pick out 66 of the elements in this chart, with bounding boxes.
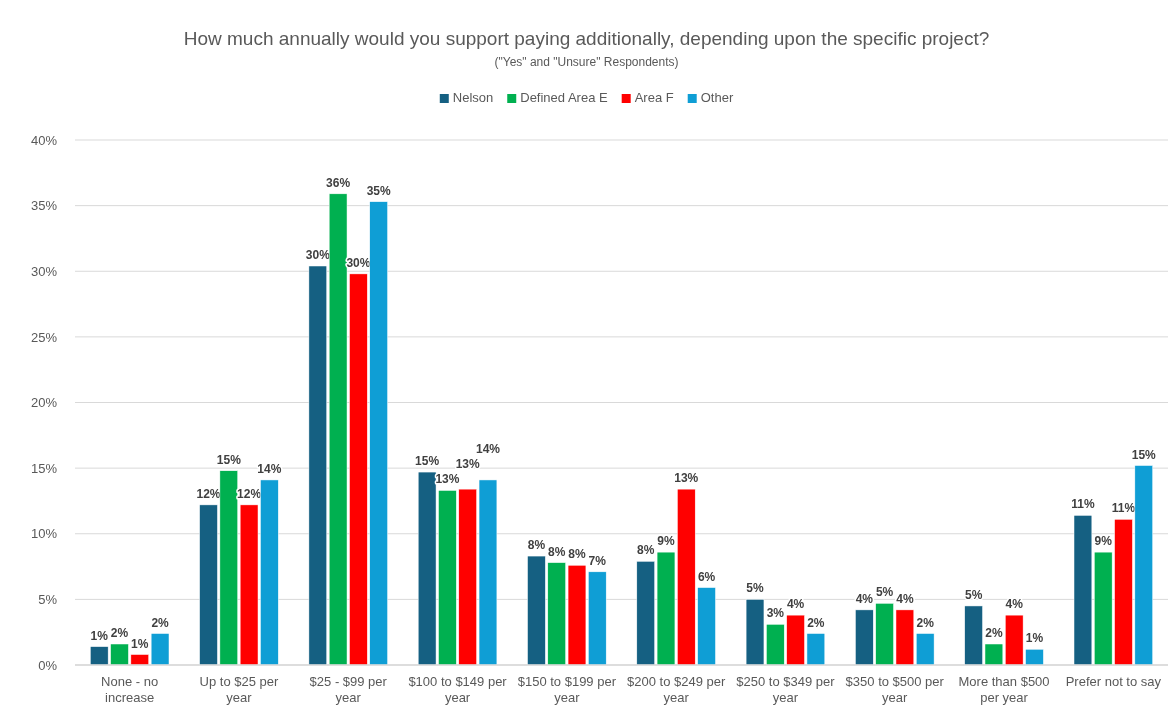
bar <box>308 265 327 666</box>
data-label: 13% <box>435 472 460 487</box>
legend-label: Nelson <box>452 90 494 105</box>
data-label: 12% <box>196 486 221 501</box>
data-label: 8% <box>568 547 586 562</box>
data-label: 9% <box>1094 534 1113 549</box>
data-label: 5% <box>875 585 894 600</box>
data-label: 2% <box>151 615 170 630</box>
data-label: 9% <box>657 534 676 549</box>
data-label: 14% <box>475 442 501 457</box>
data-label: 8% <box>637 543 655 558</box>
data-label: 2% <box>110 626 129 640</box>
data-label: 4% <box>1005 597 1024 612</box>
x-tick-label: $25 - $99 per year <box>309 674 388 705</box>
data-label: 3% <box>766 606 785 621</box>
data-label: 15% <box>1131 447 1157 462</box>
data-label: 35% <box>366 183 392 198</box>
data-label: 15% <box>415 454 440 469</box>
x-tick-label: $250 to $349 per year <box>736 674 836 705</box>
x-tick-label: Prefer not to say <box>1065 674 1162 690</box>
data-label: 2% <box>985 626 1003 640</box>
data-label: 8% <box>548 544 566 559</box>
x-tick-label: More than $500 per year <box>958 674 1050 705</box>
y-tick-label: 25% <box>30 329 58 345</box>
legend-label: Area F <box>634 90 674 105</box>
chart-subtitle: ("Yes" and "Unsure" Respondents) <box>494 55 679 69</box>
data-label: 5% <box>964 587 983 602</box>
data-label: 15% <box>216 452 242 467</box>
data-label: 12% <box>237 486 262 501</box>
y-tick-label: 20% <box>30 395 58 411</box>
data-label: 5% <box>746 581 765 596</box>
y-tick-label: 10% <box>30 526 58 542</box>
x-tick-label: $350 to $500 per year <box>845 674 945 705</box>
data-label: 13% <box>674 471 699 486</box>
y-tick-label: 35% <box>30 198 58 214</box>
bar <box>916 633 935 666</box>
data-label: 4% <box>786 597 805 612</box>
data-label: 36% <box>326 175 351 190</box>
chart-title: How much annually would you support paying additionally, depending upon the specific project? <box>183 28 990 49</box>
data-label: 6% <box>697 569 716 584</box>
x-tick-label: None - no increase <box>101 674 159 705</box>
y-tick-label: 40% <box>30 132 58 148</box>
data-label: 30% <box>346 255 371 270</box>
x-tick-label: $200 to $249 per year <box>626 674 726 705</box>
data-label: 13% <box>455 457 481 472</box>
y-tick-label: 30% <box>30 263 58 279</box>
data-label: 1% <box>1025 631 1044 646</box>
y-tick-label: 0% <box>38 657 58 673</box>
y-tick-label: 5% <box>38 592 58 608</box>
data-label: 1% <box>90 628 109 643</box>
data-label: 4% <box>855 591 874 606</box>
data-label: 2% <box>916 615 935 630</box>
data-label: 8% <box>527 538 546 553</box>
data-label: 11% <box>1111 501 1136 516</box>
data-label: 11% <box>1071 497 1095 512</box>
x-tick-label: Up to $25 per year <box>199 674 279 705</box>
y-tick-label: 15% <box>30 460 58 476</box>
legend-label: Other <box>700 90 734 105</box>
data-label: 2% <box>807 615 825 630</box>
data-label: 14% <box>257 461 282 476</box>
legend-label: Defined Area E <box>520 90 609 105</box>
data-label: 7% <box>588 553 607 568</box>
x-tick-label: $100 to $149 per year <box>408 674 508 705</box>
data-label: 4% <box>896 591 914 606</box>
x-tick-label: $150 to $199 per year <box>517 674 617 705</box>
data-label: 1% <box>131 636 149 651</box>
